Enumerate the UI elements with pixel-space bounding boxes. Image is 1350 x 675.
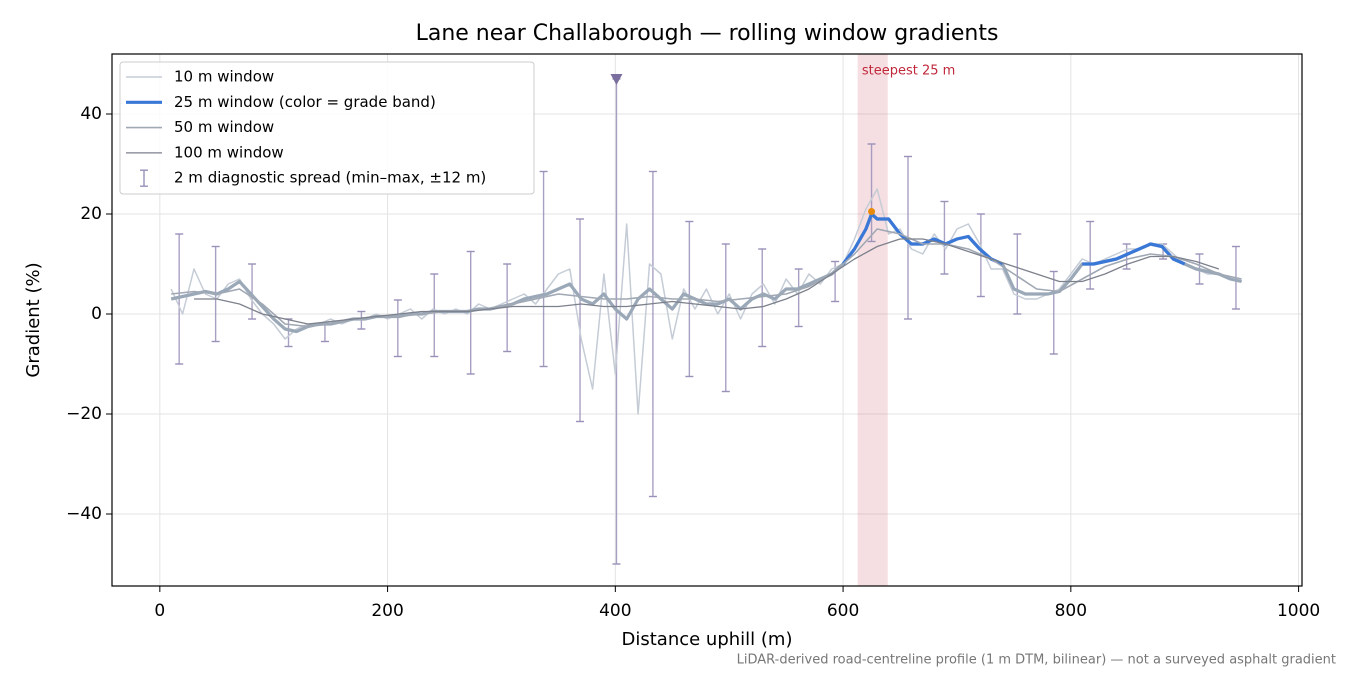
y-tick-label: 0 xyxy=(91,304,102,324)
y-axis-label: Gradient (%) xyxy=(23,262,44,377)
legend-label: 100 m window xyxy=(174,143,284,161)
legend-label: 25 m window (color = grade band) xyxy=(174,93,436,111)
y-tick-label: −20 xyxy=(66,404,102,424)
axes-frame xyxy=(111,53,1303,587)
grade-band-line xyxy=(841,212,1004,266)
x-axis-label: Distance uphill (m) xyxy=(622,629,793,650)
highlight-label: steepest 25 m xyxy=(862,64,955,79)
y-tick-label: 40 xyxy=(80,104,102,124)
legend: 10 m window 25 m window (color = grade ba… xyxy=(119,61,535,195)
y-tick-label: −40 xyxy=(66,504,102,524)
legend-label: 2 m diagnostic spread (min–max, ±12 m) xyxy=(174,169,486,187)
series-line xyxy=(194,238,1220,325)
x-tick-label: 1000 xyxy=(1277,601,1320,621)
legend-box xyxy=(119,61,535,195)
x-tick-label: 800 xyxy=(1055,601,1087,621)
clip-marker xyxy=(610,74,623,85)
legend-label: 10 m window xyxy=(174,68,274,86)
x-tick-label: 600 xyxy=(827,601,859,621)
x-tick-label: 400 xyxy=(599,601,631,621)
x-tick-label: 0 xyxy=(154,601,165,621)
x-tick-label: 200 xyxy=(371,601,403,621)
legend-label: 50 m window xyxy=(174,118,274,136)
plot-area xyxy=(170,54,1242,586)
footnote: LiDAR-derived road-centreline profile (1… xyxy=(737,653,1336,668)
chart-title: Lane near Challaborough — rolling window… xyxy=(416,21,999,46)
peak-point xyxy=(868,208,876,215)
y-tick-label: 20 xyxy=(80,204,102,224)
grade-band-line xyxy=(1082,242,1186,266)
highlight-span xyxy=(857,54,888,586)
